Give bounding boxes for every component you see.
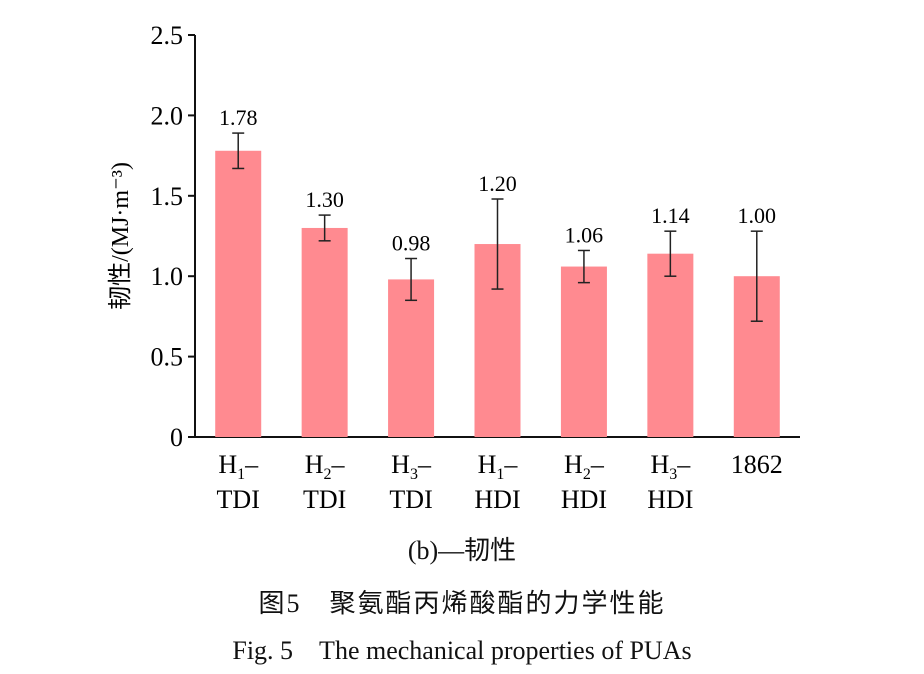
bar xyxy=(301,227,348,437)
y-tick-label: 0 xyxy=(170,423,183,452)
data-label: 1.06 xyxy=(565,222,604,247)
bar xyxy=(388,279,435,437)
x-tick-label: H1– xyxy=(218,450,259,483)
data-label: 1.20 xyxy=(478,171,517,196)
x-tick-label-line2: HDI xyxy=(474,485,520,514)
x-tick-label: H1– xyxy=(478,450,519,483)
figure-caption-chinese: 图5 聚氨酯丙烯酸酯的力学性能 xyxy=(258,589,666,618)
data-label: 0.98 xyxy=(392,231,431,256)
subfigure-caption: (b)—韧性 xyxy=(407,536,517,565)
x-tick-label: 1862 xyxy=(731,450,783,479)
figure-caption-english: Fig. 5 The mechanical properties of PUAs xyxy=(232,636,692,665)
y-tick-label: 2.0 xyxy=(151,101,184,130)
x-tick-label-line2: HDI xyxy=(647,485,693,514)
y-tick-label: 1.5 xyxy=(151,182,184,211)
x-tick-label: H2– xyxy=(305,450,346,483)
x-tick-label-line2: HDI xyxy=(561,485,607,514)
bar-chart: 00.51.01.52.02.5韧性/(MJ·m⁻³)1.78H1–TDI1.3… xyxy=(107,21,800,514)
y-axis-label: 韧性/(MJ·m⁻³) xyxy=(107,162,134,310)
x-tick-label: H3– xyxy=(650,450,691,483)
bar xyxy=(560,266,607,437)
data-label: 1.00 xyxy=(738,203,777,228)
data-label: 1.14 xyxy=(651,203,690,228)
x-tick-label: H2– xyxy=(564,450,605,483)
data-label: 1.78 xyxy=(219,105,258,130)
y-tick-label: 1.0 xyxy=(151,262,184,291)
y-tick-label: 2.5 xyxy=(151,21,184,50)
x-tick-label: H3– xyxy=(391,450,432,483)
y-tick-label: 0.5 xyxy=(151,343,184,372)
data-label: 1.30 xyxy=(305,187,344,212)
bar xyxy=(215,150,262,437)
x-tick-label-line2: TDI xyxy=(389,485,432,514)
x-tick-label-line2: TDI xyxy=(217,485,260,514)
bar xyxy=(647,253,694,437)
x-tick-label-line2: TDI xyxy=(303,485,346,514)
